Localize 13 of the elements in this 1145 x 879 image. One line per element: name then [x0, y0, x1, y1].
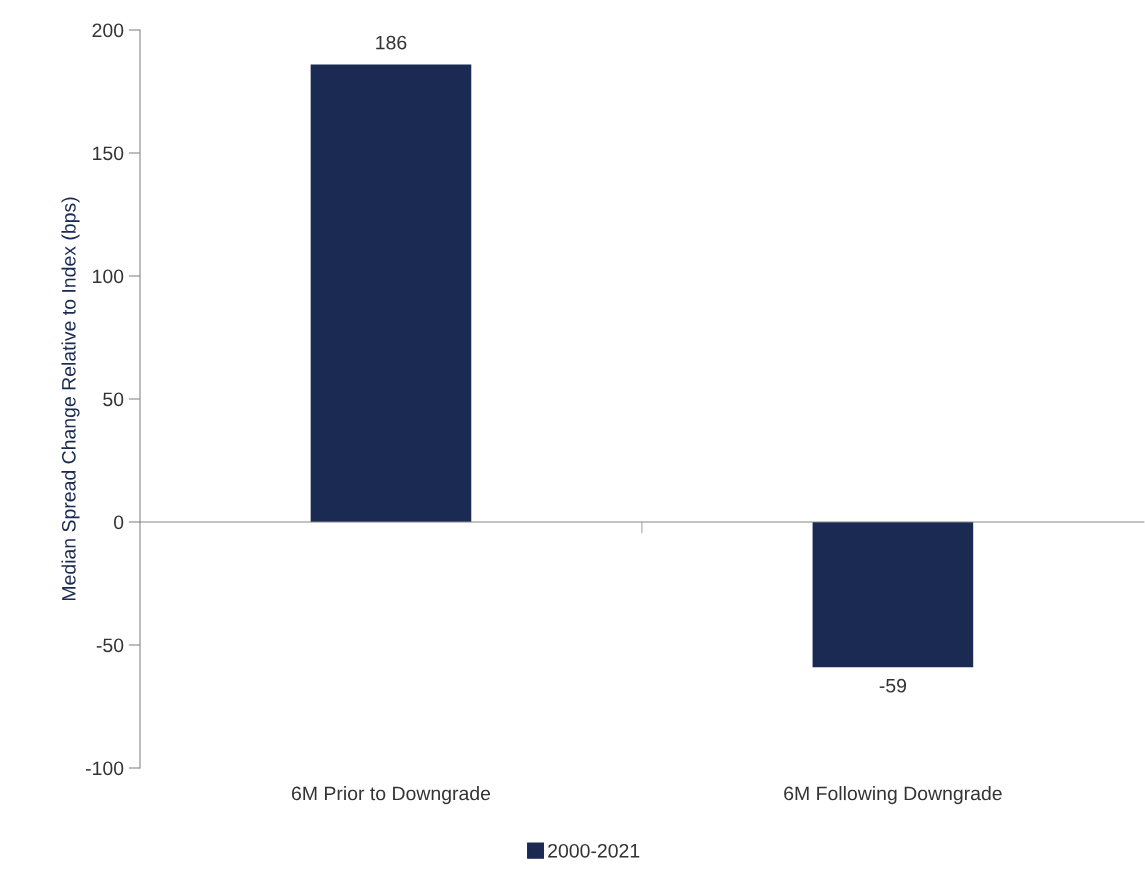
data-label: -59 [879, 678, 907, 693]
y-tick-label: -100 [85, 761, 124, 776]
y-tick-label: 50 [103, 392, 124, 407]
x-tick-label: 6M Following Downgrade [784, 786, 1002, 805]
y-tick-label: 200 [92, 23, 124, 38]
y-axis-title: Median Spread Change Relative to Index (bps) [61, 197, 80, 601]
x-tick-label: 6M Prior to Downgrade [291, 786, 491, 805]
y-tick-label: 100 [93, 269, 124, 284]
y-tick-label: 150 [93, 146, 124, 161]
y-tick-label: 0 [113, 515, 124, 530]
y-tick-label: -50 [96, 638, 124, 653]
data-label: 186 [376, 35, 407, 50]
legend-label: 2000-2021 [548, 843, 640, 858]
